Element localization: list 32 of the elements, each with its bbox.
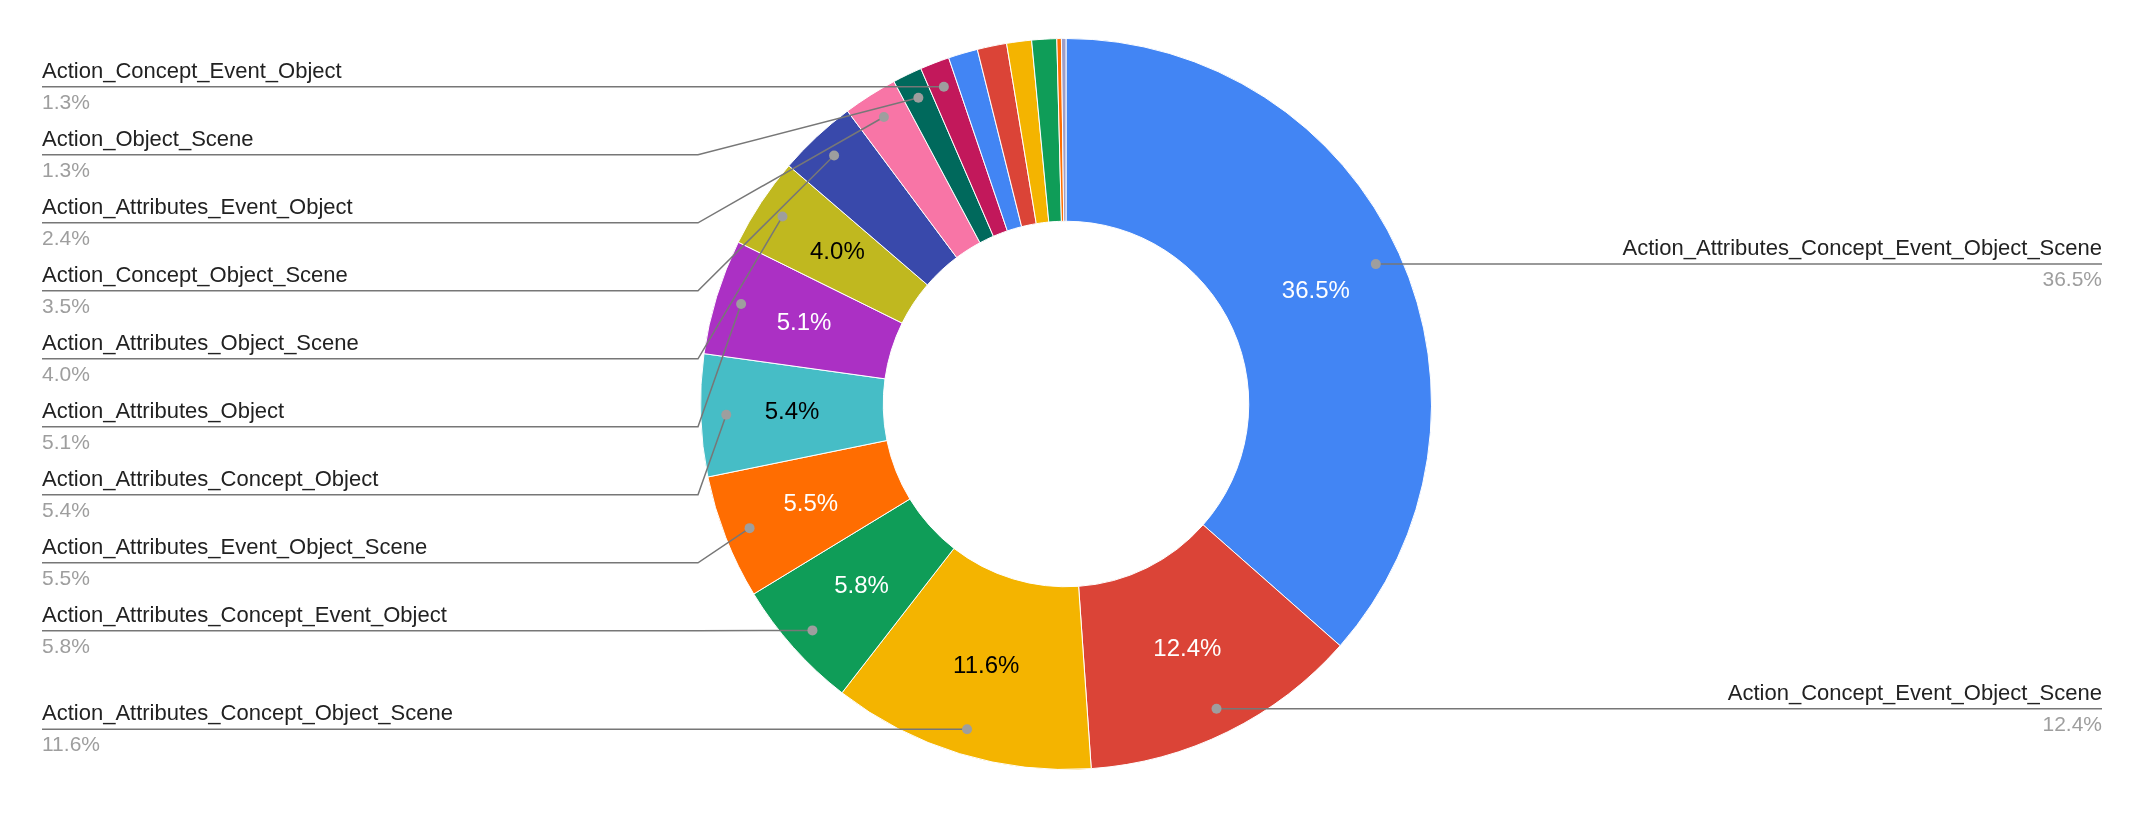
slice-label: Action_Attributes_Concept_Event_Object [42,601,447,627]
slice-label: Action_Attributes_Event_Object_Scene [42,533,428,559]
slice-label: Action_Attributes_Concept_Object [42,465,379,491]
slice-label: Action_Object_Scene [42,125,254,151]
text: 5.5% [42,566,90,590]
slice-label: Action_Attributes_Event_Object [42,193,353,219]
data-label: 2.4% [42,226,90,250]
slice-label: Action_Attributes_Concept_Object_Scene [42,700,453,726]
data-label: 5.8% [834,571,889,599]
data-label: 5.4% [764,397,820,425]
data-label: 1.3% [42,158,90,182]
text: 5.8% [42,634,90,658]
text: 5.1% [42,430,90,454]
data-label: 12.4% [1153,634,1222,662]
text: 12.4% [2042,712,2102,736]
data-label: 5.1% [776,308,832,336]
text: 36.5% [2042,267,2102,291]
slice-label: Action_Concept_Event_Object_Scene [1727,679,2102,705]
data-label: 36.5% [1281,275,1350,303]
slice-label: Action_Concept_Object_Scene [42,261,348,287]
slice-label: Action_Attributes_Object_Scene [42,329,359,355]
data-label: 3.5% [42,294,90,318]
data-label: 11.6% [953,650,1020,678]
data-label: 4.0% [810,237,865,265]
text: 4.0% [42,362,90,386]
slice-label: Action_Attributes_Concept_Event_Object_Scene [1622,235,2102,261]
slice-label: Action_Attributes_Object [42,397,285,423]
data-label: 5.5% [783,488,839,516]
data-label: 1.3% [42,90,90,114]
text: 11.6% [42,732,100,756]
slice-label: Action_Concept_Event_Object [42,57,342,83]
text: 5.4% [42,498,90,522]
